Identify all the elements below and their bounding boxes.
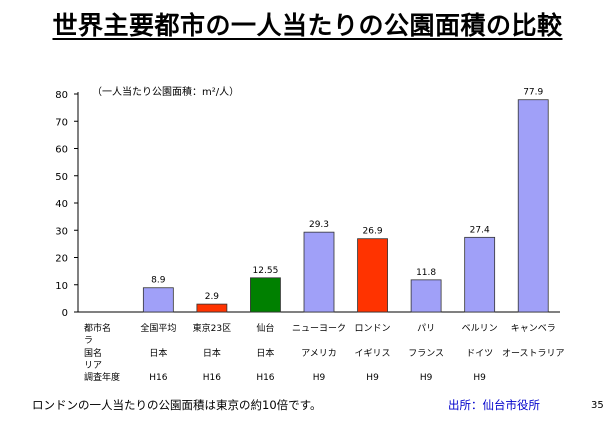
year-label: H9 (473, 373, 486, 383)
year-label: H9 (420, 373, 433, 383)
country-label: イギリス (355, 348, 391, 359)
row-label-country: 国名 (84, 347, 102, 359)
value-label: 26.9 (363, 227, 383, 237)
y-tick-label: 0 (62, 308, 68, 319)
row-label-city: 都市名 (84, 322, 111, 334)
row-label-year: 調査年度 (84, 371, 120, 383)
value-labels-group: 8.9 2.9 12.55 29.3 26.9 11.8 27.4 77.9 (151, 88, 543, 302)
y-tick-label: 70 (55, 117, 68, 128)
category-label: キャンベラ (511, 323, 556, 334)
value-label: 29.3 (309, 220, 329, 230)
country-label: 日本 (256, 347, 274, 359)
bar-8 (517, 99, 549, 313)
value-label: 11.8 (416, 268, 436, 278)
year-label: H9 (366, 373, 379, 383)
bar-4 (303, 231, 335, 313)
y-tick-label: 80 (55, 90, 68, 101)
y-tick-label: 30 (55, 226, 68, 237)
page-number: 35 (591, 400, 604, 411)
year-label: H9 (313, 373, 326, 383)
park-area-bar-chart: 0 10 20 30 40 50 60 70 80 8.9 2.9 12.55 29.3 26.9 11.… (55, 85, 565, 383)
year-label: H16 (256, 373, 274, 383)
category-label: 東京23区 (193, 322, 231, 334)
y-tick-label: 60 (55, 145, 68, 156)
country-label: 日本 (203, 347, 221, 359)
value-label: 77.9 (523, 88, 543, 98)
category-label: ベルリン (462, 324, 498, 334)
bars-group (142, 99, 549, 313)
y-tick-label: 20 (55, 254, 68, 265)
y-tick-label: 10 (55, 281, 68, 292)
category-label: ロンドン (355, 324, 391, 334)
bar-5 (357, 238, 388, 313)
bar-6 (410, 279, 442, 313)
page-title: 世界主要都市の一人当たりの公園面積の比較 (52, 11, 563, 40)
source-credit: 出所：仙台市役所 (448, 398, 540, 412)
year-label: H16 (149, 373, 167, 383)
country-label: オーストラリア (502, 348, 565, 359)
bar-1 (142, 287, 174, 313)
bar-7 (464, 236, 496, 313)
category-label: パリ (417, 323, 435, 334)
value-label: 2.9 (205, 292, 220, 302)
category-label: 全国平均 (140, 322, 176, 334)
y-tick-label: 50 (55, 172, 68, 183)
bar-2 (196, 303, 228, 313)
y-tick-label: 40 (55, 199, 68, 210)
y-axis-ticks: 0 10 20 30 40 50 60 70 80 (55, 90, 78, 319)
row-label-country-wrap: リア (84, 361, 102, 371)
country-label: フランス (408, 348, 444, 359)
value-label: 12.55 (253, 266, 279, 276)
country-label: アメリカ (301, 348, 337, 359)
value-label: 8.9 (151, 276, 166, 286)
unit-label: （一人当たり公園面積：m²/人） (92, 85, 239, 98)
category-label: 仙台 (256, 322, 274, 334)
value-label: 27.4 (470, 225, 490, 235)
year-label: H16 (203, 373, 221, 383)
bar-3 (250, 277, 281, 313)
category-label: ニューヨーク (292, 323, 346, 334)
country-label: ドイツ (466, 349, 493, 359)
row-label-city-wrap: ラ (84, 335, 93, 346)
footer-note: ロンドンの一人当たりの公園面積は東京の約10倍です。 (32, 398, 322, 412)
country-label: 日本 (149, 347, 167, 359)
